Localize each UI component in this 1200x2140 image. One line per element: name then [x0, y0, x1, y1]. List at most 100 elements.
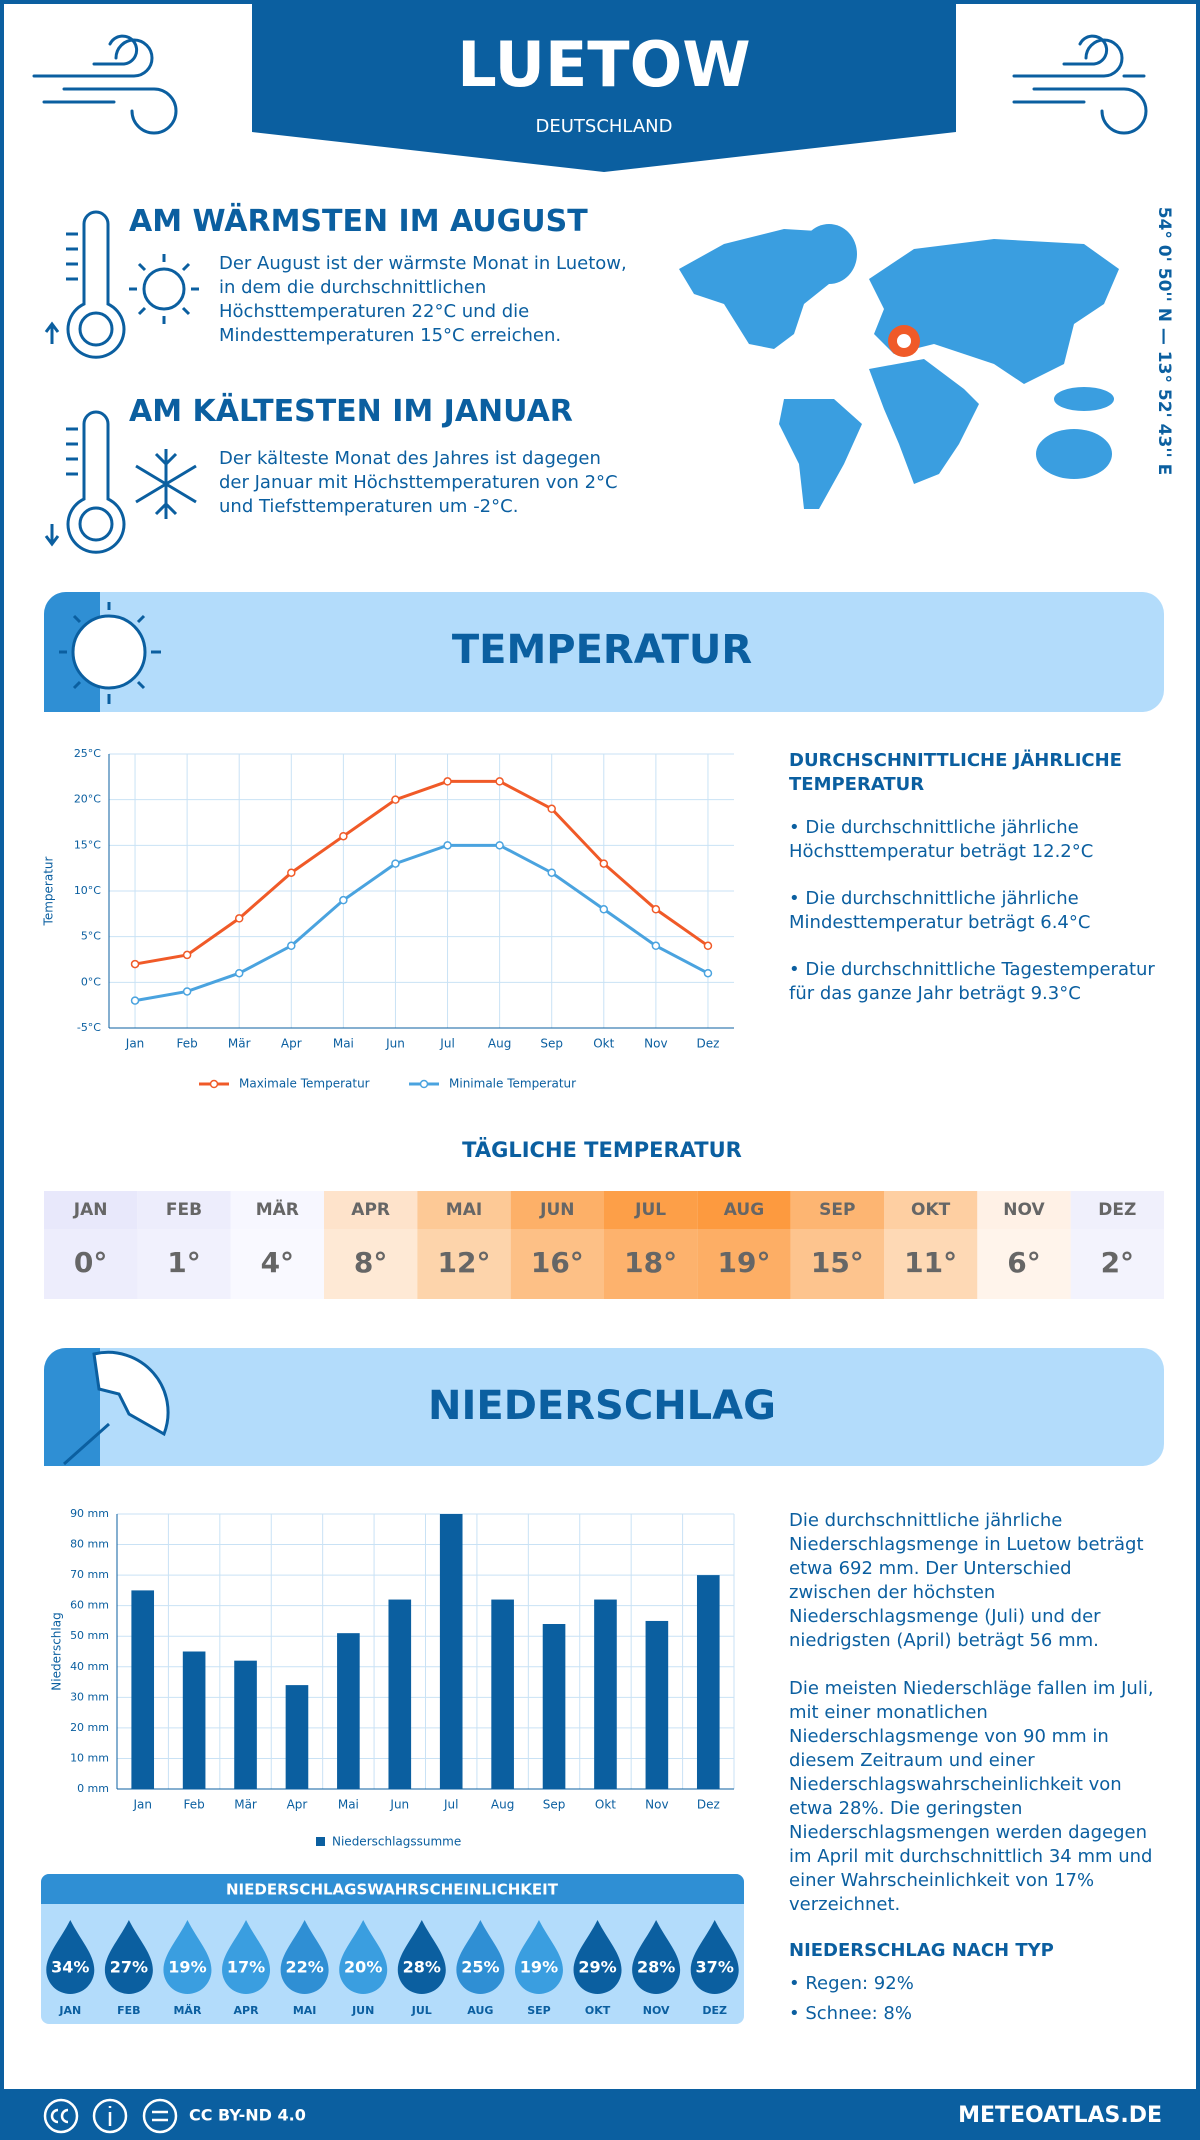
y-tick-label: 0 mm — [77, 1782, 109, 1795]
bar — [285, 1685, 309, 1789]
probability-month: MAI — [293, 2004, 317, 2017]
bar — [645, 1620, 669, 1789]
point — [287, 868, 296, 877]
y-tick-label: 25°C — [74, 747, 101, 760]
value-cell — [977, 1229, 1071, 1299]
point — [703, 968, 713, 978]
probability-month: JUL — [411, 2004, 432, 2017]
banner-accent — [44, 1348, 100, 1466]
line — [134, 779, 709, 966]
probability-value: 37% — [696, 1958, 734, 1977]
x-tick-label: Apr — [281, 1037, 302, 1051]
bar — [388, 1599, 412, 1789]
probability-month: DEZ — [702, 2004, 727, 2017]
value-cell — [697, 1229, 791, 1299]
temp-value: 8° — [354, 1246, 387, 1279]
site: METEOATLAS.DE — [958, 2103, 1162, 2128]
drop — [104, 1920, 153, 1995]
temp-value: 15° — [811, 1246, 864, 1279]
month-cell — [790, 1191, 884, 1229]
point — [130, 996, 140, 1005]
x-tick-label: Mär — [234, 1798, 257, 1812]
y-tick-label: 0°C — [81, 975, 101, 988]
x-tick-label: Feb — [184, 1798, 205, 1812]
month-label: FEB — [166, 1200, 202, 1220]
point — [182, 950, 192, 960]
probability-title: NIEDERSCHLAGSWAHRSCHEINLICHKEIT — [226, 1881, 559, 1899]
y-tick-label: 60 mm — [70, 1599, 109, 1612]
y-tick-label: 20°C — [74, 793, 101, 806]
month-cell — [510, 1191, 604, 1229]
point — [443, 841, 452, 850]
temp-value: 18° — [624, 1246, 677, 1279]
section-title: TEMPERATUR — [452, 627, 752, 673]
stat: • Die durchschnittliche Tagestemperatur … — [789, 959, 1155, 1004]
point — [547, 868, 556, 877]
bar — [491, 1599, 514, 1789]
drop — [339, 1920, 388, 1995]
country: DEUTSCHLAND — [535, 116, 672, 137]
temp-value: 19° — [718, 1246, 771, 1279]
month-label: APR — [351, 1200, 390, 1220]
drop — [222, 1920, 271, 1995]
bar — [542, 1624, 566, 1789]
license-icons — [43, 2098, 178, 2134]
temp-value: 2° — [1101, 1246, 1134, 1279]
y-tick-label: 5°C — [81, 930, 101, 943]
coordinates: 54° 0' 50'' N — 13° 52' 43'' E — [1154, 207, 1174, 476]
month-cell — [1070, 1191, 1164, 1229]
probability-month: FEB — [117, 2004, 140, 2017]
artwork: LUETOW DEUTSCHLAND 54° 0' 50'' N — 13° 5… — [4, 4, 1196, 2136]
x-tick-label: Okt — [593, 1037, 614, 1051]
bar — [234, 1660, 257, 1789]
probability-value: 19% — [168, 1958, 206, 1977]
month-cell — [977, 1191, 1071, 1229]
month-label: NOV — [1003, 1200, 1045, 1220]
legend-marker — [419, 1079, 429, 1089]
month-cell — [137, 1191, 231, 1229]
probability-month: SEP — [527, 2004, 551, 2017]
y-tick-label: 10°C — [74, 884, 101, 897]
x-tick-label: Feb — [177, 1037, 198, 1051]
stats-title: DURCHSCHNITTLICHE JÄHRLICHE TEMPERATUR — [789, 750, 1122, 795]
drop — [514, 1920, 563, 1994]
x-tick-label: Aug — [491, 1798, 514, 1812]
stat: • Die durchschnittliche jährliche Mindes… — [789, 888, 1091, 933]
bar — [594, 1599, 617, 1789]
world-map — [679, 224, 1119, 509]
license: CC BY-ND 4.0 — [189, 2106, 306, 2125]
legend-label: Minimale Temperatur — [449, 1077, 576, 1091]
value-cell — [417, 1229, 511, 1299]
point — [495, 777, 504, 786]
temp-value: 6° — [1007, 1246, 1040, 1279]
legend-swatch — [316, 1837, 325, 1846]
coldest-text: Der kälteste Monat des Jahres ist dagege… — [219, 448, 618, 517]
y-tick-label: 40 mm — [70, 1660, 109, 1673]
point — [703, 941, 713, 951]
month-label: SEP — [819, 1200, 855, 1220]
x-tick-label: Jul — [439, 1037, 454, 1051]
value-cell — [604, 1229, 698, 1299]
y-tick-label: 15°C — [74, 838, 101, 851]
legend-label: Maximale Temperatur — [239, 1077, 370, 1091]
value-cell — [324, 1229, 418, 1299]
probability-month: MÄR — [173, 2003, 201, 2017]
line — [134, 843, 709, 1003]
value-cell — [884, 1229, 978, 1299]
month-label: JUL — [634, 1200, 666, 1220]
point — [339, 831, 348, 841]
temp-value: 4° — [261, 1246, 294, 1279]
stat: • Die durchschnittliche jährliche Höchst… — [789, 817, 1094, 862]
legend-label: Niederschlagssumme — [332, 1835, 461, 1849]
value-cell — [790, 1229, 884, 1299]
bar — [182, 1651, 206, 1789]
footer-band — [4, 2089, 1196, 2136]
value-cell — [230, 1229, 324, 1299]
bar — [439, 1514, 463, 1789]
x-tick-label: Mai — [333, 1037, 354, 1051]
month-label: DEZ — [1098, 1200, 1136, 1220]
probability-value: 27% — [110, 1958, 148, 1977]
temp-value: 12° — [438, 1246, 491, 1279]
drop — [280, 1920, 329, 1995]
bar — [131, 1590, 155, 1789]
